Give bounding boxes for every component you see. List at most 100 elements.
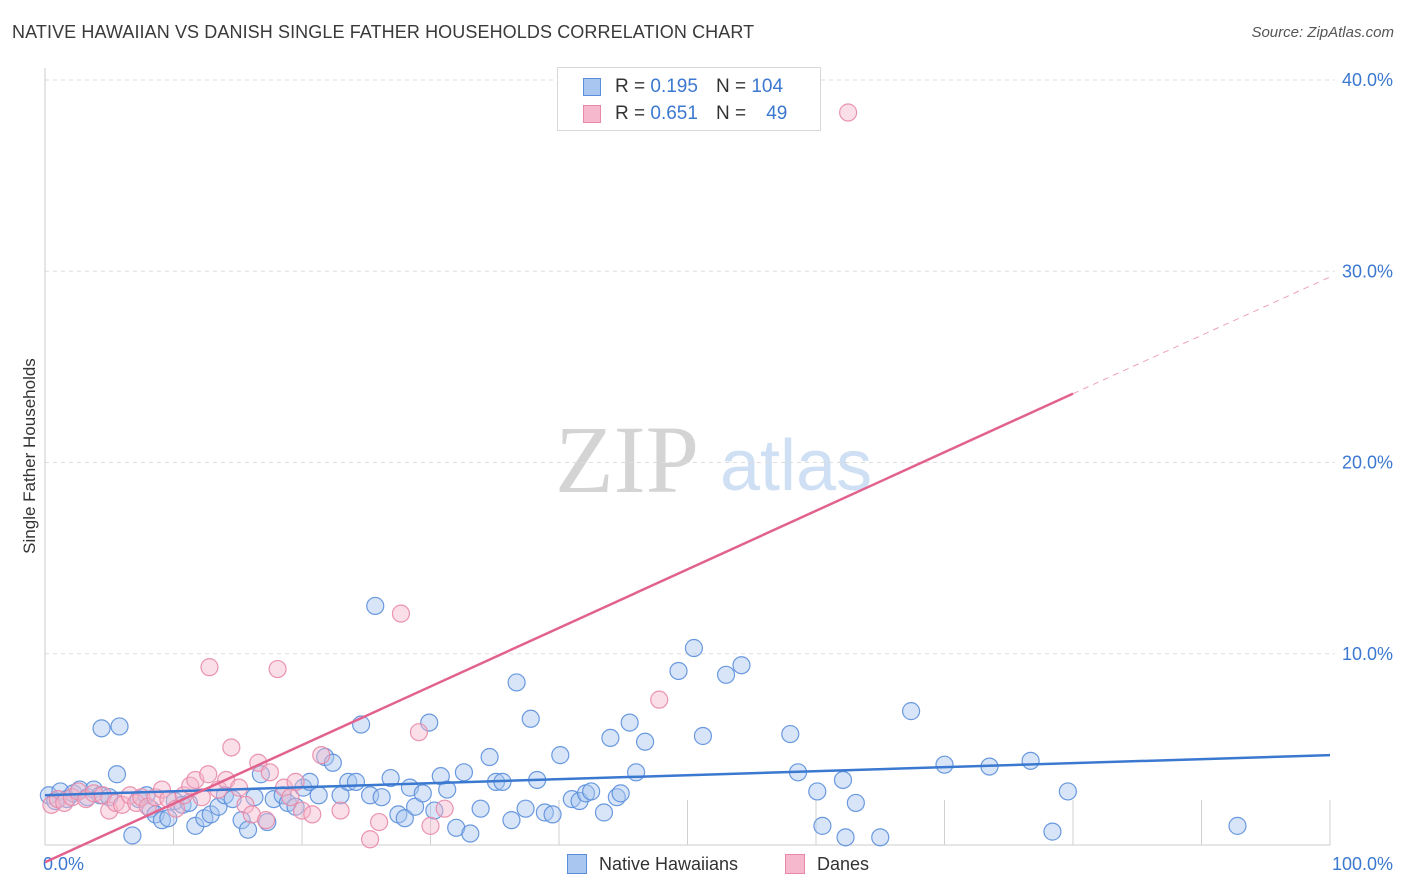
watermark: ZIP atlas <box>555 406 872 513</box>
danes-point <box>312 746 331 765</box>
native-hawaiians-point <box>232 811 251 830</box>
y-tick-label: 40.0% <box>1342 70 1393 90</box>
native-hawaiians-point <box>238 820 258 839</box>
native-hawaiians-point <box>366 596 385 616</box>
native-hawaiians-point <box>635 732 655 751</box>
trend-lines <box>44 276 1331 864</box>
bottom-legend-native-hawaiians: Native Hawaiians <box>567 852 738 876</box>
chart-title: NATIVE HAWAIIAN VS DANISH SINGLE FATHER … <box>12 22 755 42</box>
bottom-legend-label: Native Hawaiians <box>599 853 739 874</box>
y-tick-label: 20.0% <box>1342 453 1393 473</box>
bottom-legend-swatch-pink <box>785 854 805 874</box>
danes-point <box>256 811 276 830</box>
source-label: Source: ZipAtlas.com <box>1251 24 1394 41</box>
native-hawaiians-point <box>1058 782 1077 801</box>
axes <box>44 68 1330 846</box>
danes-point <box>303 805 322 824</box>
danes-point <box>229 778 249 797</box>
native-hawaiians-point <box>1228 816 1247 835</box>
legend-row-danes: R = 0.651 N = 49 <box>583 103 787 125</box>
danes-point <box>127 793 146 813</box>
native-hawaiians-point <box>813 816 832 835</box>
danes-point <box>236 795 255 814</box>
danes-trend-line <box>44 392 1074 864</box>
native-hawaiians-point <box>454 763 474 782</box>
native-hawaiians-point <box>611 784 630 803</box>
danes-point <box>69 782 88 801</box>
native-hawaiians-point <box>582 782 601 801</box>
danes-point <box>839 103 858 122</box>
native-hawaiians-point <box>521 709 540 728</box>
native-hawaiians-point <box>1043 822 1062 841</box>
native-hawaiians-point <box>471 799 490 818</box>
danes-point <box>292 801 312 820</box>
grid <box>45 79 1335 845</box>
native-hawaiians-point <box>438 780 457 799</box>
danes-point <box>370 812 389 832</box>
bottom-legend-swatch-blue <box>567 854 587 874</box>
danes-point <box>106 793 125 813</box>
native-hawaiians-point <box>405 797 425 816</box>
native-hawaiians-point <box>201 805 220 824</box>
native-hawaiians-point <box>594 803 614 822</box>
x-tick-label-max: 100.0% <box>1332 854 1393 874</box>
danes-point <box>268 659 287 679</box>
native-hawaiians-point <box>152 811 172 830</box>
native-hawaiians-point <box>669 661 688 681</box>
legend-n-label: N = <box>715 76 747 97</box>
native-hawaiians-point <box>1021 751 1040 770</box>
native-hawaiians-point <box>808 782 827 801</box>
legend-swatch-pink <box>583 105 601 123</box>
bottom-legend-label: Danes <box>817 853 870 874</box>
danes-point <box>222 738 241 757</box>
native-hawaiians-point <box>507 673 526 692</box>
native-hawaiians-point <box>871 828 890 847</box>
native-hawaiians-point <box>107 765 127 784</box>
tick-labels: 10.0% 20.0% 30.0% 40.0% 0.0% 100.0% <box>43 70 1393 874</box>
native-hawaiians-point <box>461 824 480 843</box>
native-hawaiians-point <box>781 724 800 744</box>
native-hawaiians-point <box>480 747 499 767</box>
bottom-legend-danes: Danes <box>785 852 869 876</box>
native-hawaiians-point <box>502 811 521 830</box>
native-hawaiians-point <box>551 746 570 765</box>
native-hawaiians-point <box>626 763 646 782</box>
native-hawaiians-point <box>516 799 535 818</box>
native-hawaiians-point <box>110 717 129 736</box>
series-native-hawaiians <box>39 596 1247 847</box>
danes-point <box>331 801 350 820</box>
watermark-atlas: atlas <box>720 426 872 506</box>
native-hawaiians-trend-line <box>44 753 1331 797</box>
native-hawaiians-point <box>395 809 414 828</box>
native-hawaiians-point <box>833 770 853 790</box>
native-hawaiians-point <box>346 772 366 791</box>
native-hawaiians-point <box>381 768 400 788</box>
native-hawaiians-point <box>372 788 391 807</box>
legend-swatch-blue <box>583 78 601 96</box>
y-tick-label: 30.0% <box>1342 261 1393 281</box>
native-hawaiians-point <box>123 826 142 845</box>
danes-point <box>200 658 219 677</box>
legend-n-label: N = <box>715 103 747 124</box>
native-hawaiians-point <box>716 665 736 684</box>
native-hawaiians-point <box>732 656 751 675</box>
legend-n-value: 49 <box>766 103 788 124</box>
correlation-legend: R = 0.195 N = 104 R = 0.651 N = 49 <box>557 67 821 131</box>
y-tick-label: 10.0% <box>1342 644 1393 664</box>
x-tick-label-min: 0.0% <box>43 854 84 874</box>
danes-point <box>435 799 454 818</box>
native-hawaiians-point <box>836 828 855 847</box>
danes-point <box>152 780 172 799</box>
native-hawaiians-point <box>901 702 921 721</box>
danes-point <box>409 723 429 742</box>
native-hawaiians-point <box>601 728 620 748</box>
native-hawaiians-point <box>159 809 178 828</box>
legend-r-value: 0.195 <box>650 76 698 97</box>
native-hawaiians-point <box>413 784 432 803</box>
native-hawaiians-point <box>251 765 270 784</box>
danes-point <box>361 830 380 849</box>
native-hawaiians-point <box>935 755 954 774</box>
danes-point <box>391 604 411 623</box>
danes-point <box>650 690 669 709</box>
